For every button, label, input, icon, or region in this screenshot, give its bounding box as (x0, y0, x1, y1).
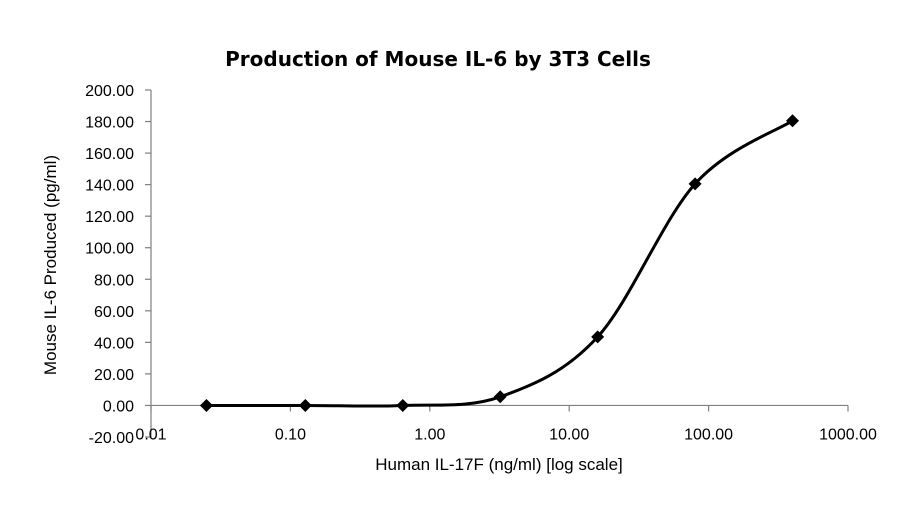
y-tick-label: 120.00 (85, 209, 134, 226)
y-tick-label: 20.00 (94, 367, 134, 384)
x-tick-label: 100.00 (684, 426, 733, 443)
data-points (199, 114, 800, 412)
y-tick-label: 80.00 (94, 272, 134, 289)
y-tick-label: 40.00 (94, 335, 134, 352)
chart-title: Production of Mouse IL-6 by 3T3 Cells (225, 47, 651, 71)
data-point-marker (199, 398, 213, 412)
y-tick-label: -20.00 (89, 430, 134, 447)
y-tick-labels: -20.00 0.00 20.00 40.00 60.00 80.00 100.00 120.… (85, 83, 134, 447)
data-point-marker (591, 330, 605, 344)
series-curve (206, 119, 794, 408)
x-tick-label: 10.00 (549, 426, 589, 443)
y-tick-label: 0.00 (103, 398, 134, 415)
axes (145, 89, 849, 438)
x-tick-labels: 0.01 0.10 1.00 10.00 100.00 1000.00 (135, 426, 877, 443)
data-point-marker (396, 398, 410, 412)
data-point-marker (688, 177, 702, 191)
x-tick-label: 1000.00 (819, 426, 877, 443)
y-tick-label: 140.00 (85, 178, 134, 195)
y-axis-label: Mouse IL-6 Produced (pg/ml) (41, 155, 60, 375)
y-tick-label: 160.00 (85, 146, 134, 163)
y-tick-label: 180.00 (85, 115, 134, 132)
x-tick-label: 0.10 (275, 426, 306, 443)
data-point-marker (298, 398, 312, 412)
x-axis-label: Human IL-17F (ng/ml) [log scale] (375, 455, 623, 474)
data-point-marker (493, 390, 507, 404)
x-tick-label: 0.01 (135, 426, 166, 443)
y-tick-label: 100.00 (85, 241, 134, 258)
data-point-marker (786, 114, 800, 128)
y-tick-label: 200.00 (85, 83, 134, 100)
x-tick-label: 1.00 (414, 426, 445, 443)
y-tick-label: 60.00 (94, 304, 134, 321)
